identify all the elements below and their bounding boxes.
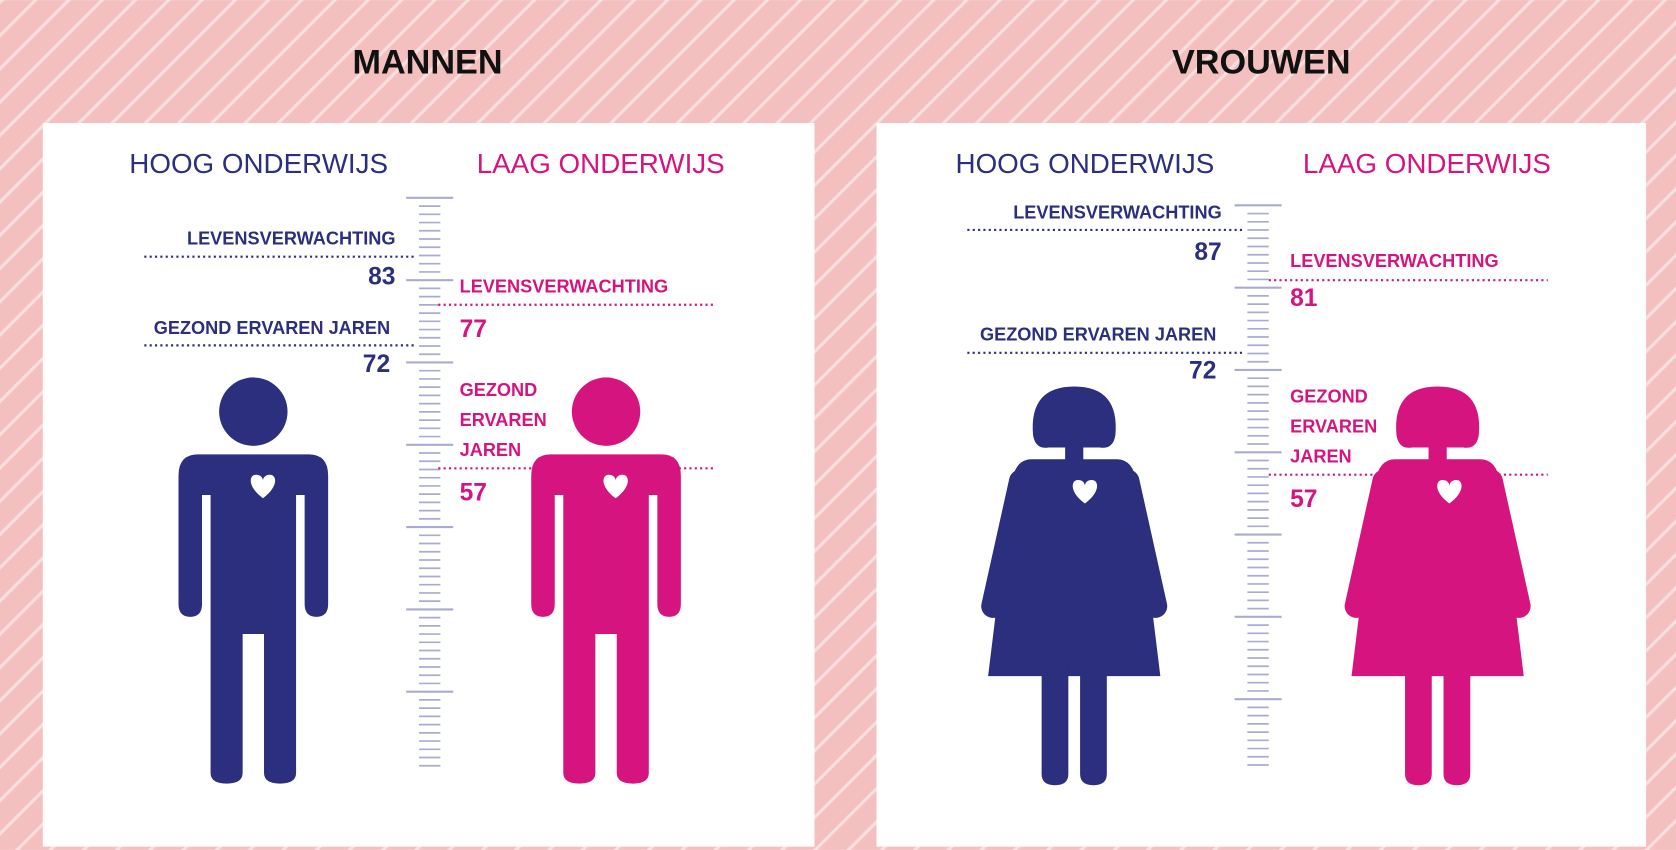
panel-title: VROUWEN	[1172, 43, 1351, 81]
label: GEZOND ERVAREN JAREN	[980, 325, 1216, 345]
label: LEVENSVERWACHTING	[1290, 251, 1499, 271]
column-heading: LAAG ONDERWIJS	[1303, 148, 1551, 179]
label: GEZOND	[460, 380, 538, 400]
value: 81	[1290, 285, 1317, 312]
column-heading: HOOG ONDERWIJS	[129, 148, 388, 179]
label: JAREN	[1290, 446, 1352, 466]
label: ERVAREN	[460, 410, 547, 430]
label: JAREN	[460, 440, 522, 460]
value: 77	[460, 316, 487, 343]
column-heading: LAAG ONDERWIJS	[477, 148, 725, 179]
label: LEVENSVERWACHTING	[1013, 203, 1222, 223]
ruler	[406, 196, 454, 767]
ruler	[1234, 204, 1282, 766]
panel	[42, 123, 815, 847]
value: 72	[1189, 358, 1216, 385]
value: 87	[1194, 239, 1221, 266]
label: ERVAREN	[1290, 416, 1377, 436]
value: 57	[1290, 486, 1317, 513]
label: LEVENSVERWACHTING	[460, 276, 669, 296]
value: 83	[368, 264, 395, 291]
label: GEZOND	[1290, 387, 1368, 407]
panel-title: MANNEN	[353, 43, 503, 81]
label: LEVENSVERWACHTING	[187, 228, 396, 248]
column-heading: HOOG ONDERWIJS	[956, 148, 1215, 179]
value: 72	[363, 351, 390, 378]
label: GEZOND ERVAREN JAREN	[154, 318, 390, 338]
value: 57	[460, 479, 487, 506]
